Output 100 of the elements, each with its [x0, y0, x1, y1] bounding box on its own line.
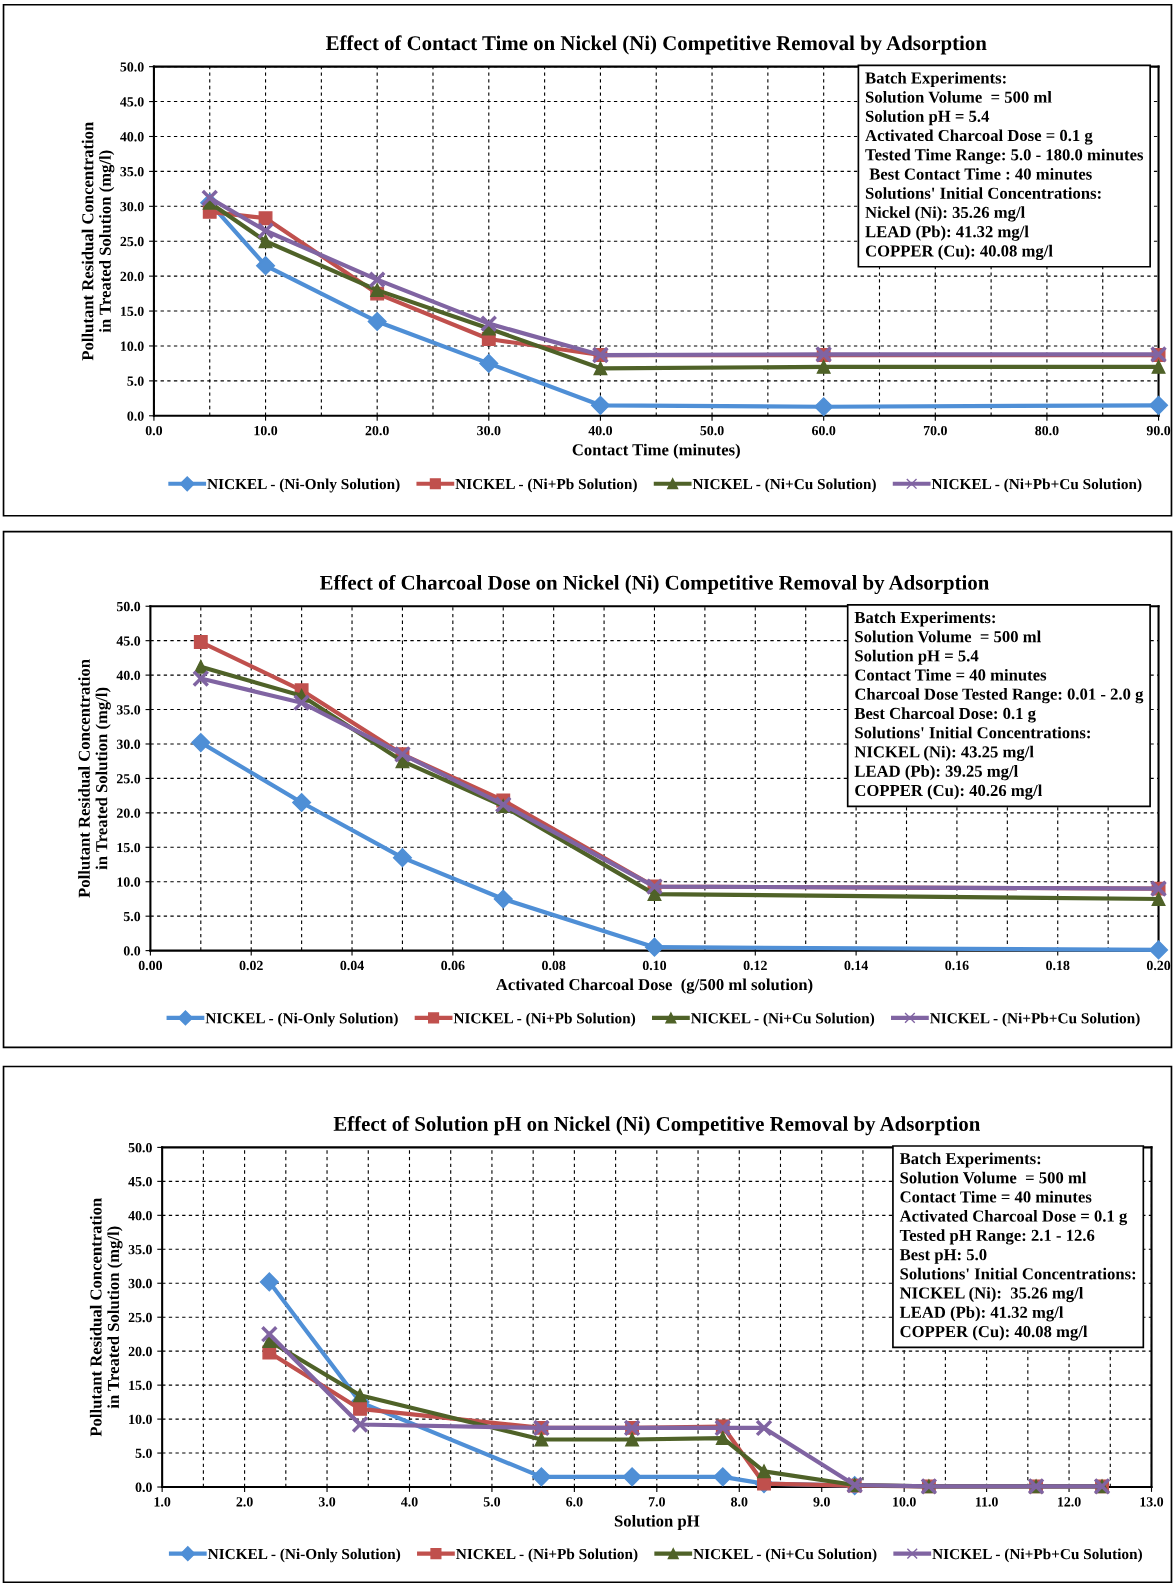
x-tick-label: 80.0 [1035, 425, 1059, 436]
chart-title: Effect of Charcoal Dose on Nickel (Ni) Competitive Removal by Adsorption [319, 574, 990, 595]
y-tick-label: 5.0 [127, 376, 144, 386]
legend-label: NICKEL - (Ni+Cu Solution) [693, 1548, 877, 1563]
x-tick-label: 5.0 [483, 1497, 501, 1507]
y-tick-label: 35.0 [116, 705, 141, 715]
x-tick-label: 0.02 [239, 960, 263, 971]
y-axis-title: Pollutant Residual Concentration in Treated Solution (mg/l) [78, 659, 111, 898]
x-tick-label: 20.0 [365, 425, 389, 436]
x-tick-label: 0.20 [1146, 960, 1171, 971]
legend-label: NICKEL - (Ni+Cu Solution) [691, 1012, 875, 1027]
annotation: Charcoal Dose Tested Range: 0.01 - 2.0 g [855, 688, 1144, 704]
x-tick-label: 0.04 [340, 960, 364, 971]
y-tick-label: 10.0 [121, 341, 144, 351]
x-tick-label: 11.0 [975, 1497, 998, 1507]
chart-title: Effect of Contact Time on Nickel (Ni) Competitive Removal by Adsorption [325, 35, 987, 55]
annotation: Solutions' Initial Concentrations: [855, 726, 1090, 739]
chart-title: Effect of Solution pH on Nickel (Ni) Competitive Removal by Adsorption [333, 1116, 981, 1136]
annotation: NICKEL (Ni): 35.26 mg/l [899, 1286, 1084, 1303]
y-tick-label: 15.0 [117, 842, 141, 853]
y-tick-label: 40.0 [116, 670, 141, 681]
x-tick-label: 10.0 [893, 1497, 916, 1507]
legend-label: NICKEL - (Ni+Pb Solution) [453, 1012, 636, 1027]
y-tick-label: 5.0 [135, 1448, 152, 1459]
y-tick-label: 35.0 [128, 1244, 152, 1255]
annotation: LEAD (Pb): 39.25 mg/l [854, 765, 1018, 781]
y-tick-label: 40.0 [128, 1210, 152, 1221]
annotation: Solution Volume = 500 ml [865, 91, 1052, 103]
annotation: Solutions' Initial Concentrations: [900, 1267, 1136, 1280]
annotation: Activated Charcoal Dose = 0.1 g [865, 129, 1093, 145]
x-tick-label: 4.0 [401, 1497, 418, 1507]
y-tick-label: 50.0 [128, 1142, 152, 1153]
annotation: Best pH: 5.0 [899, 1249, 987, 1264]
y-tick-label: 50.0 [120, 62, 144, 72]
y-tick-label: 20.0 [128, 1346, 152, 1357]
y-tick-label: 35.0 [120, 166, 144, 177]
x-tick-label: 8.0 [731, 1497, 748, 1507]
legend-label: NICKEL - (Ni+Pb+Cu Solution) [932, 1548, 1142, 1563]
x-axis-title: Contact Time (minutes) [572, 443, 740, 459]
x-tick-label: 40.0 [588, 425, 613, 436]
x-tick-label: 0.08 [542, 960, 566, 971]
annotation: COPPER (Cu): 40.08 mg/l [865, 244, 1053, 261]
legend-label: NICKEL - (Ni+Pb Solution) [455, 478, 637, 493]
x-tick-label: 0.10 [642, 960, 667, 971]
y-tick-label: 30.0 [120, 201, 144, 212]
annotation: Solution pH = 5.4 [855, 649, 979, 665]
y-tick-label: 25.0 [120, 236, 144, 247]
y-tick-label: 15.0 [121, 306, 144, 317]
y-tick-label: 20.0 [116, 808, 141, 818]
x-tick-label: 0.12 [743, 960, 767, 971]
x-tick-label: 0.00 [138, 960, 163, 971]
annotation: Best Charcoal Dose: 0.1 g [854, 707, 1036, 723]
y-tick-label: 45.0 [128, 1176, 152, 1187]
legend-label: NICKEL - (Ni-Only Solution) [205, 1012, 398, 1027]
annotation: Nickel (Ni): 35.26 mg/l [865, 206, 1025, 222]
x-tick-label: 50.0 [700, 425, 724, 436]
x-tick-label: 1.0 [154, 1497, 171, 1507]
annotation: Contact Time = 40 minutes [855, 668, 1047, 681]
x-tick-label: 60.0 [812, 425, 836, 436]
y-tick-label: 45.0 [120, 97, 144, 107]
x-tick-label: 90.0 [1146, 425, 1171, 436]
x-tick-label: 10.0 [254, 425, 278, 436]
x-tick-label: 30.0 [477, 425, 501, 436]
y-tick-label: 10.0 [117, 877, 141, 887]
legend-label: NICKEL - (Ni+Cu Solution) [692, 478, 876, 493]
annotation: LEAD (Pb): 41.32 mg/l [865, 225, 1029, 241]
annotation: COPPER (Cu): 40.26 mg/l [855, 784, 1043, 800]
y-tick-label: 10.0 [129, 1414, 152, 1425]
annotation: Tested pH Range: 2.1 - 12.6 [899, 1229, 1095, 1245]
annotation: Solution pH = 5.4 [865, 110, 990, 126]
x-tick-label: 70.0 [923, 425, 947, 436]
y-tick-label: 5.0 [123, 911, 141, 922]
x-axis-title: Activated Charcoal Dose (g/500 ml solution) [496, 978, 813, 994]
annotation: Solution Volume = 500 ml [855, 630, 1041, 643]
x-tick-label: 12.0 [1058, 1497, 1081, 1507]
x-tick-label: 9.0 [813, 1497, 830, 1507]
annotation: NICKEL (Ni): 43.25 mg/l [854, 745, 1034, 762]
x-tick-label: 3.0 [318, 1497, 336, 1507]
x-tick-label: 0.06 [441, 960, 465, 971]
annotation: LEAD (Pb): 41.32 mg/l [899, 1306, 1064, 1322]
legend-label: NICKEL - (Ni-Only Solution) [207, 478, 400, 493]
x-tick-label: 0.14 [844, 960, 868, 971]
y-tick-label: 30.0 [128, 1278, 152, 1289]
y-tick-label: 15.0 [129, 1380, 152, 1391]
y-tick-label: 0.0 [123, 946, 141, 956]
y-tick-label: 30.0 [116, 739, 141, 749]
annotation: Batch Experiments: [865, 71, 1006, 88]
legend-label: NICKEL - (Ni+Pb+Cu Solution) [931, 478, 1142, 493]
x-tick-label: 6.0 [566, 1497, 583, 1507]
annotation: Contact Time = 40 minutes [900, 1190, 1092, 1203]
y-tick-label: 45.0 [116, 636, 141, 646]
y-axis-title: Pollutant Residual Concentration in Treated Solution (mg/l) [81, 122, 115, 361]
x-tick-label: 7.0 [648, 1497, 665, 1507]
annotation: Batch Experiments: [899, 1152, 1041, 1168]
annotation: Tested Time Range: 5.0 - 180.0 minutes [865, 148, 1144, 164]
annotation: Solution Volume = 500 ml [900, 1171, 1087, 1184]
x-tick-label: 0.18 [1046, 960, 1070, 971]
x-tick-label: 13.0 [1140, 1497, 1164, 1507]
y-tick-label: 20.0 [120, 271, 144, 282]
annotation: Activated Charcoal Dose = 0.1 g [899, 1209, 1128, 1226]
